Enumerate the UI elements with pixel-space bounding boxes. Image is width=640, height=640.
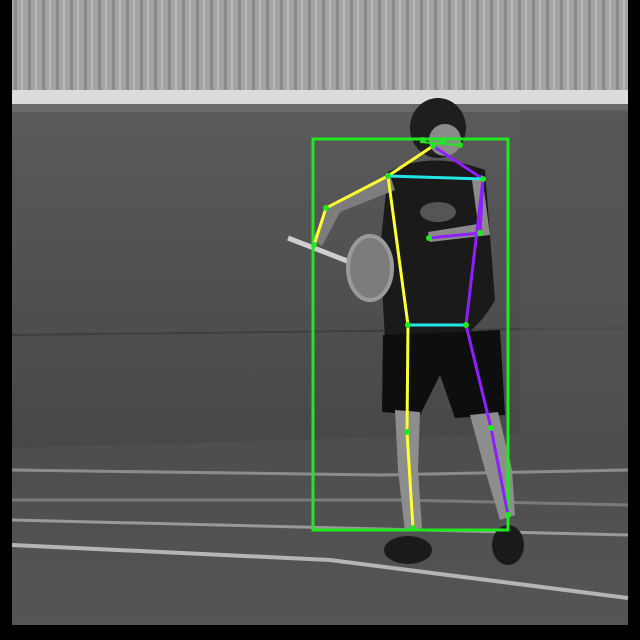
wall-trim [12, 90, 628, 106]
skeleton-head-link [419, 141, 461, 146]
pose-overlay [311, 137, 511, 532]
keypoint-right-elbow [477, 230, 483, 236]
shirt-logo [420, 202, 456, 222]
skeleton-right-leg [464, 178, 510, 516]
keypoint-right-hip [463, 322, 469, 328]
keypoint-right-ankle [505, 512, 511, 518]
player-right-arm [428, 175, 490, 242]
skeleton-left-leg [386, 175, 415, 529]
keypoint-left-shoulder [385, 173, 391, 179]
keypoint-left-eye [420, 137, 426, 143]
player-left-shoe [384, 536, 432, 564]
wall-trim-shadow [12, 104, 628, 114]
keypoint-left-wrist [311, 242, 317, 248]
player-shirt [380, 160, 495, 345]
keypoint-right-wrist [426, 235, 432, 241]
keypoints [311, 137, 511, 531]
racket-head [346, 234, 394, 302]
keypoint-right-eye [440, 138, 446, 144]
person-bounding-box [311, 137, 510, 532]
skeleton-shoulder-link [387, 174, 484, 181]
keypoint-right-knee [488, 425, 494, 431]
racket-handle [287, 235, 351, 265]
court-baseline [11, 543, 629, 600]
keypoint-left-hip [405, 322, 411, 328]
keypoint-right-ear [457, 142, 463, 148]
corrugated-wall [12, 0, 628, 96]
keypoint-right-shoulder [480, 176, 486, 182]
keypoint-left-knee [404, 429, 410, 435]
skeleton-left-arm [312, 144, 434, 246]
player-right-shoe [492, 525, 524, 565]
player-left-arm [312, 175, 395, 246]
keypoint-nose [430, 143, 436, 149]
wall-pillar [520, 110, 628, 460]
skeleton-right-arm [428, 144, 485, 240]
court-line-front [11, 518, 629, 537]
court-line-mid [12, 498, 629, 507]
court-line-back [11, 468, 629, 477]
keypoint-left-ankle [410, 525, 416, 531]
player-shorts [382, 330, 505, 418]
keypoint-left-elbow [323, 205, 329, 211]
tennis-player [287, 98, 524, 565]
